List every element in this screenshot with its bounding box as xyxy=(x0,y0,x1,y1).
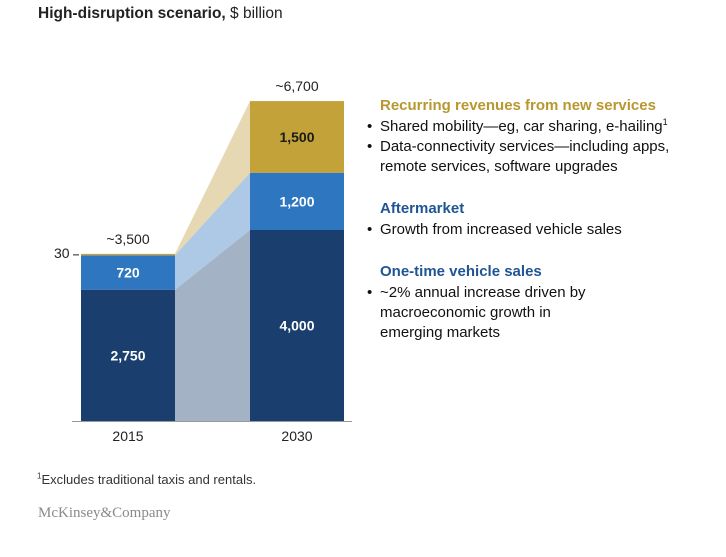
aftermarket-connector-band xyxy=(175,172,250,290)
category-label-2015: 2015 xyxy=(112,428,143,444)
footnote-text: Excludes traditional taxis and rentals. xyxy=(41,472,257,487)
legend-bullet-item: emerging markets xyxy=(367,323,586,343)
mckinsey-logo: McKinsey&Company xyxy=(38,505,171,521)
bar-2015-sales xyxy=(81,289,175,421)
total-label-2030: ~6,700 xyxy=(275,78,318,94)
legend-bullet-text: macroeconomic growth in xyxy=(380,304,551,321)
bar-2030-sales xyxy=(250,230,344,421)
legend-bullet-item: remote services, software upgrades xyxy=(367,157,669,177)
footnote: 1Excludes traditional taxis and rentals. xyxy=(37,472,256,487)
category-label-2030: 2030 xyxy=(281,428,312,444)
legend-bullet-text: Shared mobility—eg, car sharing, e-haili… xyxy=(380,118,663,135)
legend-list-sales: • ~2% annual increase driven by macroecono… xyxy=(367,283,586,343)
value-label-2015-sales: 2,750 xyxy=(110,347,145,363)
legend-bullet-item: • Data-connectivity services—including ap… xyxy=(367,137,669,157)
legend-bullet-item: • Shared mobility—eg, car sharing, e-hail… xyxy=(367,117,669,137)
sales-connector-band xyxy=(175,230,250,421)
legend-bullet-text: ~2% annual increase driven by xyxy=(380,284,586,301)
legend-bullet-text: Growth from increased vehicle sales xyxy=(380,221,622,238)
total-label-2015: ~3,500 xyxy=(106,231,149,247)
legend-bullet-text: Data-connectivity services—including app… xyxy=(380,138,670,155)
value-label-2015-recurring: 30 xyxy=(54,245,70,261)
legend-bullet-item: macroeconomic growth in xyxy=(367,303,586,323)
recurring-connector-band xyxy=(175,101,250,256)
legend-block-sales: One-time vehicle sales • ~2% annual increa… xyxy=(367,262,586,343)
bar-2030-aftermarket xyxy=(250,172,344,230)
legend-bullet-item: • Growth from increased vehicle sales xyxy=(367,220,622,240)
legend-list-recurring: • Shared mobility—eg, car sharing, e-hail… xyxy=(367,117,669,177)
legend-heading-aftermarket: Aftermarket xyxy=(380,200,465,217)
chart-title-unit: $ billion xyxy=(225,5,283,22)
legend-block-recurring: Recurring revenues from new services • Sha… xyxy=(367,96,669,177)
footnote-marker: 1 xyxy=(37,471,42,481)
legend-list-aftermarket: • Growth from increased vehicle sales xyxy=(367,220,622,240)
value-label-2015-aftermarket: 720 xyxy=(116,264,140,280)
bullet-icon: • xyxy=(367,221,373,238)
bar-2030-recurring xyxy=(250,101,344,173)
footnote-reference: 1 xyxy=(662,117,668,127)
bullet-icon: • xyxy=(367,118,373,135)
legend-heading-sales: One-time vehicle sales xyxy=(380,263,542,280)
bar-2015-aftermarket xyxy=(81,255,175,290)
legend-block-aftermarket: Aftermarket • Growth from increased vehicl… xyxy=(367,199,622,240)
legend-bullet-text: emerging markets xyxy=(380,324,501,341)
value-label-2030-sales: 4,000 xyxy=(279,318,314,334)
bullet-icon: • xyxy=(367,284,373,301)
value-label-2030-aftermarket: 1,200 xyxy=(279,193,314,209)
bar-2015-recurring xyxy=(81,253,175,256)
legend-bullet-text: remote services, software upgrades xyxy=(380,158,618,175)
value-label-2030-recurring: 1,500 xyxy=(279,129,314,145)
chart-title: High-disruption scenario, $ billion xyxy=(38,5,283,23)
legend-heading-recurring: Recurring revenues from new services xyxy=(380,97,656,114)
legend-bullet-item: • ~2% annual increase driven by xyxy=(367,283,586,303)
chart-title-bold: High-disruption scenario, xyxy=(38,5,226,22)
bullet-icon: • xyxy=(367,138,373,155)
